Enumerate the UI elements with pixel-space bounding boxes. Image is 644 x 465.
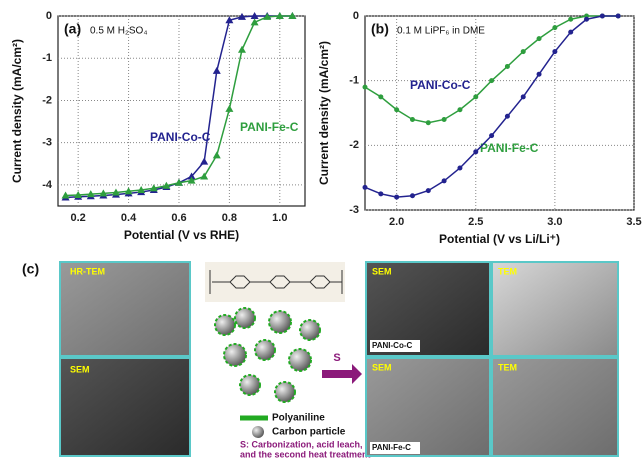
series-line (365, 16, 618, 197)
data-point (489, 78, 494, 83)
data-point (473, 149, 478, 154)
data-point (457, 165, 462, 170)
data-point (521, 94, 526, 99)
data-point (505, 64, 510, 69)
sem-image (366, 358, 490, 456)
annotation: 0.5 M H₂SO₄ (90, 26, 147, 37)
data-point (426, 120, 431, 125)
data-point (552, 25, 557, 30)
series-label: PANI-Co-C (410, 78, 471, 92)
data-point (200, 158, 208, 165)
data-point (568, 17, 573, 22)
data-point (505, 114, 510, 119)
series-label: PANI-Fe-C (240, 120, 299, 134)
image-label: SEM (372, 362, 392, 372)
carbon-cluster (215, 308, 320, 402)
data-point (600, 14, 605, 19)
arrow (322, 364, 362, 384)
note: and the second heat treatment (240, 449, 371, 459)
x-tick-label: 1.0 (272, 212, 287, 224)
x-tick-label: 3.0 (547, 216, 562, 228)
y-tick-label: 0 (353, 10, 359, 22)
image-label: SEM (372, 266, 392, 276)
data-point (457, 107, 462, 112)
data-point (213, 67, 221, 74)
x-tick-label: 0.2 (71, 212, 86, 224)
data-point (378, 191, 383, 196)
data-point (521, 49, 526, 54)
data-point (410, 193, 415, 198)
data-point (238, 46, 246, 53)
image-label: TEM (498, 266, 517, 276)
y-axis-label: Current density (mA/cm²) (10, 39, 24, 183)
plot-frame (58, 16, 305, 206)
data-point (442, 178, 447, 183)
x-tick-label: 0.8 (222, 212, 237, 224)
note: S: Carbonization, acid leach, (240, 439, 363, 449)
image-label: HR-TEM (70, 266, 105, 276)
data-point (200, 172, 208, 179)
x-tick-label: 2.0 (389, 216, 404, 228)
legend-text: Polyaniline (272, 413, 325, 424)
legend-text: Carbon particle (272, 427, 346, 438)
data-point (537, 36, 542, 41)
data-point (213, 151, 221, 158)
y-tick-label: 0 (46, 10, 52, 22)
polymer-structure (205, 262, 345, 302)
tem-image (492, 358, 618, 456)
data-point (426, 188, 431, 193)
x-axis-label: Potential (V vs Li/Li⁺) (439, 232, 560, 246)
x-tick-label: 0.4 (121, 212, 137, 224)
y-tick-label: -3 (42, 137, 52, 149)
annotation: 0.1 M LiPF₆ in DME (397, 26, 485, 37)
y-tick-label: -4 (42, 179, 53, 191)
data-point (363, 85, 368, 90)
image-tag: PANI-Co-C (372, 341, 413, 350)
data-point (489, 133, 494, 138)
series-line (66, 16, 293, 195)
x-axis-label: Potential (V vs RHE) (124, 228, 239, 242)
y-tick-label: -2 (349, 139, 359, 151)
data-point (552, 49, 557, 54)
data-point (225, 105, 233, 112)
y-tick-label: -1 (349, 75, 359, 87)
x-tick-label: 0.6 (171, 212, 186, 224)
data-point (568, 30, 573, 35)
data-point (616, 14, 621, 19)
data-point (537, 72, 542, 77)
panel-label: (c) (22, 261, 39, 277)
panel-label: (a) (64, 21, 81, 37)
image-label: TEM (498, 362, 517, 372)
data-point (442, 117, 447, 122)
data-point (410, 117, 415, 122)
x-tick-label: 2.5 (468, 216, 483, 228)
series-label: PANI-Co-C (150, 130, 211, 144)
legend-swatch (252, 426, 264, 438)
arrow-label: S (333, 352, 340, 364)
data-point (394, 107, 399, 112)
image-label: SEM (70, 364, 90, 374)
series-label: PANI-Fe-C (480, 141, 539, 155)
y-axis-label: Current density (mA/cm²) (317, 41, 331, 185)
plot-frame (365, 16, 634, 210)
x-tick-label: 3.5 (626, 216, 641, 228)
data-point (473, 94, 478, 99)
data-point (584, 17, 589, 22)
data-point (378, 94, 383, 99)
panel-label: (b) (371, 21, 389, 37)
y-tick-label: -3 (349, 204, 359, 216)
y-tick-label: -2 (42, 94, 52, 106)
y-tick-label: -1 (42, 52, 52, 64)
figure: (c) HR-TEM SEM S Polyaniline Carbon part… (0, 0, 644, 460)
data-point (394, 195, 399, 200)
data-point (363, 185, 368, 190)
image-tag: PANI-Fe-C (372, 443, 411, 452)
